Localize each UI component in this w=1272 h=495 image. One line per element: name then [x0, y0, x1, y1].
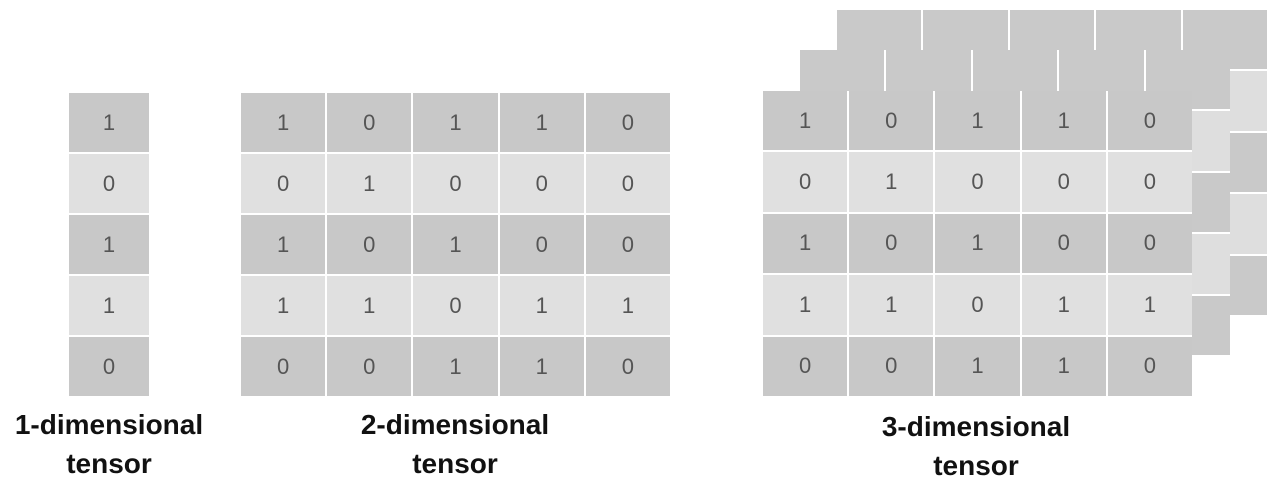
tensor-3d-cell-r4-c4: 0 — [1107, 336, 1192, 396]
tensor-1d-cell-r1-c0: 0 — [69, 154, 149, 213]
tensor-3d-cell-r1-c4: 0 — [1107, 152, 1192, 212]
tensor-1d-label: 1-dimensional tensor — [0, 405, 218, 483]
tensor-3d-cell-r0-c0: 1 — [763, 91, 848, 151]
tensor-2d-label-line2: tensor — [412, 448, 498, 479]
tensor-2d-cell-r1-c1: 1 — [327, 154, 412, 213]
tensor-1d-cell-r4-c0: 0 — [69, 337, 149, 396]
tensor-2d-cell-r3-c2: 0 — [413, 276, 498, 335]
tensor-3d-cell-r2-c3: 0 — [1021, 213, 1106, 274]
tensor-3d-cell-r1-c3: 0 — [1021, 152, 1106, 212]
tensor-2d-cell-r0-c2: 1 — [413, 93, 498, 152]
tensor-3d-cell-r2-c0: 1 — [763, 213, 848, 274]
tensor-1d-cell-r3-c0: 1 — [69, 276, 149, 335]
tensor-3d-cell-r3-c1: 1 — [849, 275, 934, 335]
tensor-3d-cell-r1-c1: 1 — [849, 152, 934, 212]
tensor-3d-cell-r0-c4: 0 — [1107, 91, 1192, 151]
tensor-3d-cell-r2-c1: 0 — [849, 213, 934, 274]
tensor-2d-cell-r0-c1: 0 — [327, 93, 412, 152]
tensor-3d-cell-r4-c3: 1 — [1021, 336, 1106, 396]
tensor-2d-cell-r4-c3: 1 — [499, 337, 584, 396]
tensor-2d-cell-r1-c2: 0 — [413, 154, 498, 213]
tensor-2d-cell-r4-c2: 1 — [413, 337, 498, 396]
tensor-2d-cell-r3-c1: 1 — [327, 276, 412, 335]
tensor-2d-cell-r3-c0: 1 — [241, 276, 326, 335]
tensor-2d-label-line1: 2-dimensional — [360, 409, 550, 440]
tensor-2d-cell-r1-c3: 0 — [499, 154, 584, 213]
tensor-3d-cell-r3-c3: 1 — [1021, 275, 1106, 335]
tensor-3d-cell-r2-c2: 1 — [935, 213, 1020, 274]
tensor-3d-cell-r0-c1: 0 — [849, 91, 934, 151]
tensor-2d-cell-r1-c4: 0 — [585, 154, 670, 213]
tensor-2d-cell-r0-c0: 1 — [241, 93, 326, 152]
tensor-2d-cell-r3-c4: 1 — [585, 276, 670, 335]
tensor-2d-label: 2-dimensional tensor — [345, 405, 565, 483]
tensor-2d-cell-r2-c4: 0 — [585, 215, 670, 274]
tensor-3d-cell-r4-c2: 1 — [935, 336, 1020, 396]
tensor-3d-cell-r0-c2: 1 — [935, 91, 1020, 151]
tensor-3d-cell-r3-c4: 1 — [1107, 275, 1192, 335]
tensor-1d-cell-r2-c0: 1 — [69, 215, 149, 274]
tensor-2d-cell-r2-c0: 1 — [241, 215, 326, 274]
tensor-2d-cell-r1-c0: 0 — [241, 154, 326, 213]
tensor-3d-label-line1: 3-dimensional — [881, 411, 1071, 442]
tensor-2d-cell-r0-c4: 0 — [585, 93, 670, 152]
tensor-3d-cell-r1-c2: 0 — [935, 152, 1020, 212]
tensor-2d-cell-r4-c1: 0 — [327, 337, 412, 396]
tensor-3d-label: 3-dimensional tensor — [866, 407, 1086, 485]
tensor-3d-cell-r3-c2: 0 — [935, 275, 1020, 335]
tensor-3d-cell-r1-c0: 0 — [763, 152, 848, 212]
tensor-3d-cell-r0-c3: 1 — [1021, 91, 1106, 151]
tensor-2d-cell-r2-c2: 1 — [413, 215, 498, 274]
tensor-1d-label-line2: tensor — [66, 448, 152, 479]
tensor-3d-label-line2: tensor — [933, 450, 1019, 481]
tensor-2d-cell-r4-c4: 0 — [585, 337, 670, 396]
tensor-3d-cell-r4-c0: 0 — [763, 336, 848, 396]
tensor-2d-cell-r2-c1: 0 — [327, 215, 412, 274]
tensor-2d-cell-r0-c3: 1 — [499, 93, 584, 152]
tensor-2d-cell-r2-c3: 0 — [499, 215, 584, 274]
tensor-3d-cell-r4-c1: 0 — [849, 336, 934, 396]
tensor-3d-cell-r2-c4: 0 — [1107, 213, 1192, 274]
tensor-2d-cell-r3-c3: 1 — [499, 276, 584, 335]
tensor-2d-cell-r4-c0: 0 — [241, 337, 326, 396]
tensor-1d-label-line1: 1-dimensional — [14, 409, 204, 440]
tensor-3d-cell-r3-c0: 1 — [763, 275, 848, 335]
tensor-1d-cell-r0-c0: 1 — [69, 93, 149, 152]
